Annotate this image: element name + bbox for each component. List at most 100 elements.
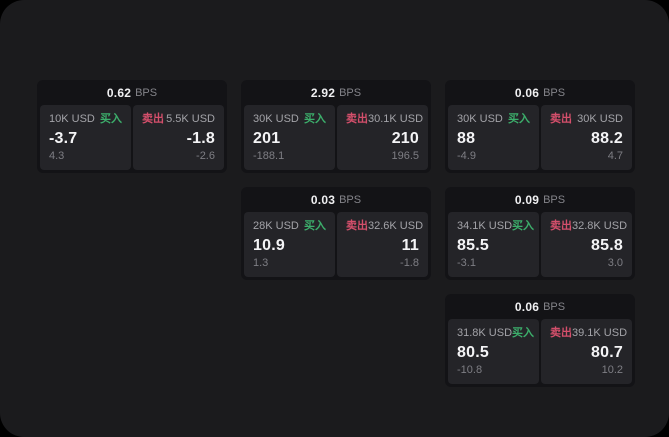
bps-unit-label: BPS <box>543 300 566 313</box>
bps-unit-label: BPS <box>543 86 566 99</box>
bps-unit-label: BPS <box>339 86 362 99</box>
sell-tile[interactable]: 卖出 39.1K USD 80.7 10.2 <box>541 319 632 384</box>
sell-tile-top: 卖出 30K USD <box>550 113 623 126</box>
spread-header: 0.03 BPS <box>241 187 431 212</box>
sell-tile[interactable]: 卖出 32.6K USD 11 -1.8 <box>337 212 428 277</box>
sell-tile-top: 卖出 32.8K USD <box>550 220 627 233</box>
sell-price: 85.8 <box>591 237 623 254</box>
buy-price: 85.5 <box>457 237 489 254</box>
sell-delta: -1.8 <box>400 257 419 269</box>
sell-amount-label: 5.5K USD <box>166 113 215 125</box>
quote-card: 0.03 BPS 28K USD 买入 10.9 1.3 卖出 32.6K US… <box>241 187 431 280</box>
sell-tile[interactable]: 卖出 30.1K USD 210 196.5 <box>337 105 428 170</box>
buy-amount-label: 34.1K USD <box>457 220 513 232</box>
spread-bps-value: 2.92 <box>310 85 336 100</box>
buy-amount-label: 31.8K USD <box>457 327 513 339</box>
buy-side-label: 买入 <box>100 113 122 125</box>
buy-delta: 1.3 <box>253 257 269 269</box>
buy-side-label: 买入 <box>508 113 530 125</box>
bps-unit-label: BPS <box>135 86 158 99</box>
sell-price: -1.8 <box>186 130 215 147</box>
quote-card-body: 10K USD 买入 -3.7 4.3 卖出 5.5K USD -1.8 -2.… <box>37 105 227 173</box>
buy-price: 88 <box>457 130 476 147</box>
buy-price: -3.7 <box>49 130 78 147</box>
buy-tile[interactable]: 31.8K USD 买入 80.5 -10.8 <box>448 319 539 384</box>
quote-card: 0.06 BPS 31.8K USD 买入 80.5 -10.8 卖出 39.1… <box>445 294 635 387</box>
spread-bps-value: 0.06 <box>514 299 540 314</box>
buy-tile-top: 10K USD 买入 <box>49 113 122 126</box>
sell-price: 80.7 <box>591 344 623 361</box>
buy-tile[interactable]: 34.1K USD 买入 85.5 -3.1 <box>448 212 539 277</box>
buy-amount-label: 10K USD <box>49 113 95 125</box>
sell-price: 210 <box>391 130 419 147</box>
spread-header: 0.06 BPS <box>445 294 635 319</box>
buy-tile-top: 31.8K USD 买入 <box>457 327 534 340</box>
spread-header: 2.92 BPS <box>241 80 431 105</box>
buy-amount-label: 30K USD <box>457 113 503 125</box>
buy-tile-top: 28K USD 买入 <box>253 220 326 233</box>
buy-delta: -10.8 <box>457 364 483 376</box>
buy-amount-label: 30K USD <box>253 113 299 125</box>
sell-tile[interactable]: 卖出 30K USD 88.2 4.7 <box>541 105 632 170</box>
buy-tile[interactable]: 30K USD 买入 88 -4.9 <box>448 105 539 170</box>
quote-board: 0.62 BPS 10K USD 买入 -3.7 4.3 卖出 5.5K USD… <box>37 80 635 387</box>
bps-unit-label: BPS <box>339 193 362 206</box>
quote-card: 0.62 BPS 10K USD 买入 -3.7 4.3 卖出 5.5K USD… <box>37 80 227 173</box>
sell-side-label: 卖出 <box>550 327 572 339</box>
quote-card-body: 30K USD 买入 88 -4.9 卖出 30K USD 88.2 4.7 <box>445 105 635 173</box>
sell-amount-label: 30.1K USD <box>368 113 424 125</box>
quote-card: 0.06 BPS 30K USD 买入 88 -4.9 卖出 30K USD 8… <box>445 80 635 173</box>
sell-delta: 10.2 <box>601 364 623 376</box>
buy-tile[interactable]: 28K USD 买入 10.9 1.3 <box>244 212 335 277</box>
sell-amount-label: 32.8K USD <box>572 220 628 232</box>
sell-side-label: 卖出 <box>550 113 572 125</box>
buy-side-label: 买入 <box>304 220 326 232</box>
buy-tile-top: 34.1K USD 买入 <box>457 220 534 233</box>
buy-tile[interactable]: 10K USD 买入 -3.7 4.3 <box>40 105 131 170</box>
sell-delta: 196.5 <box>391 150 419 162</box>
buy-tile-top: 30K USD 买入 <box>253 113 326 126</box>
buy-tile[interactable]: 30K USD 买入 201 -188.1 <box>244 105 335 170</box>
quote-card-body: 34.1K USD 买入 85.5 -3.1 卖出 32.8K USD 85.8… <box>445 212 635 280</box>
sell-tile[interactable]: 卖出 5.5K USD -1.8 -2.6 <box>133 105 224 170</box>
sell-side-label: 卖出 <box>550 220 572 232</box>
sell-amount-label: 30K USD <box>577 113 623 125</box>
sell-tile-top: 卖出 30.1K USD <box>346 113 423 126</box>
sell-price: 11 <box>401 237 419 254</box>
quote-card: 2.92 BPS 30K USD 买入 201 -188.1 卖出 30.1K … <box>241 80 431 173</box>
quote-card-body: 31.8K USD 买入 80.5 -10.8 卖出 39.1K USD 80.… <box>445 319 635 387</box>
quote-card-body: 30K USD 买入 201 -188.1 卖出 30.1K USD 210 1… <box>241 105 431 173</box>
sell-delta: 4.7 <box>607 150 623 162</box>
spread-header: 0.62 BPS <box>37 80 227 105</box>
sell-tile-top: 卖出 32.6K USD <box>346 220 423 233</box>
sell-delta: 3.0 <box>607 257 623 269</box>
spread-header: 0.09 BPS <box>445 187 635 212</box>
buy-tile-top: 30K USD 买入 <box>457 113 530 126</box>
sell-side-label: 卖出 <box>346 113 368 125</box>
buy-price: 80.5 <box>457 344 489 361</box>
buy-side-label: 买入 <box>304 113 326 125</box>
buy-price: 201 <box>253 130 281 147</box>
buy-price: 10.9 <box>253 237 285 254</box>
sell-price: 88.2 <box>591 130 623 147</box>
buy-side-label: 买入 <box>512 327 535 339</box>
sell-tile-top: 卖出 39.1K USD <box>550 327 627 340</box>
buy-delta: -188.1 <box>253 150 285 162</box>
spread-bps-value: 0.09 <box>514 192 540 207</box>
sell-delta: -2.6 <box>196 150 215 162</box>
spread-bps-value: 0.62 <box>106 85 132 100</box>
sell-tile-top: 卖出 5.5K USD <box>142 113 215 126</box>
buy-delta: -3.1 <box>457 257 476 269</box>
buy-side-label: 买入 <box>512 220 535 232</box>
buy-delta: -4.9 <box>457 150 476 162</box>
sell-amount-label: 39.1K USD <box>572 327 628 339</box>
spread-bps-value: 0.03 <box>310 192 336 207</box>
sell-tile[interactable]: 卖出 32.8K USD 85.8 3.0 <box>541 212 632 277</box>
sell-side-label: 卖出 <box>346 220 368 232</box>
sell-amount-label: 32.6K USD <box>368 220 424 232</box>
spread-bps-value: 0.06 <box>514 85 540 100</box>
quote-card: 0.09 BPS 34.1K USD 买入 85.5 -3.1 卖出 32.8K… <box>445 187 635 280</box>
bps-unit-label: BPS <box>543 193 566 206</box>
buy-amount-label: 28K USD <box>253 220 299 232</box>
